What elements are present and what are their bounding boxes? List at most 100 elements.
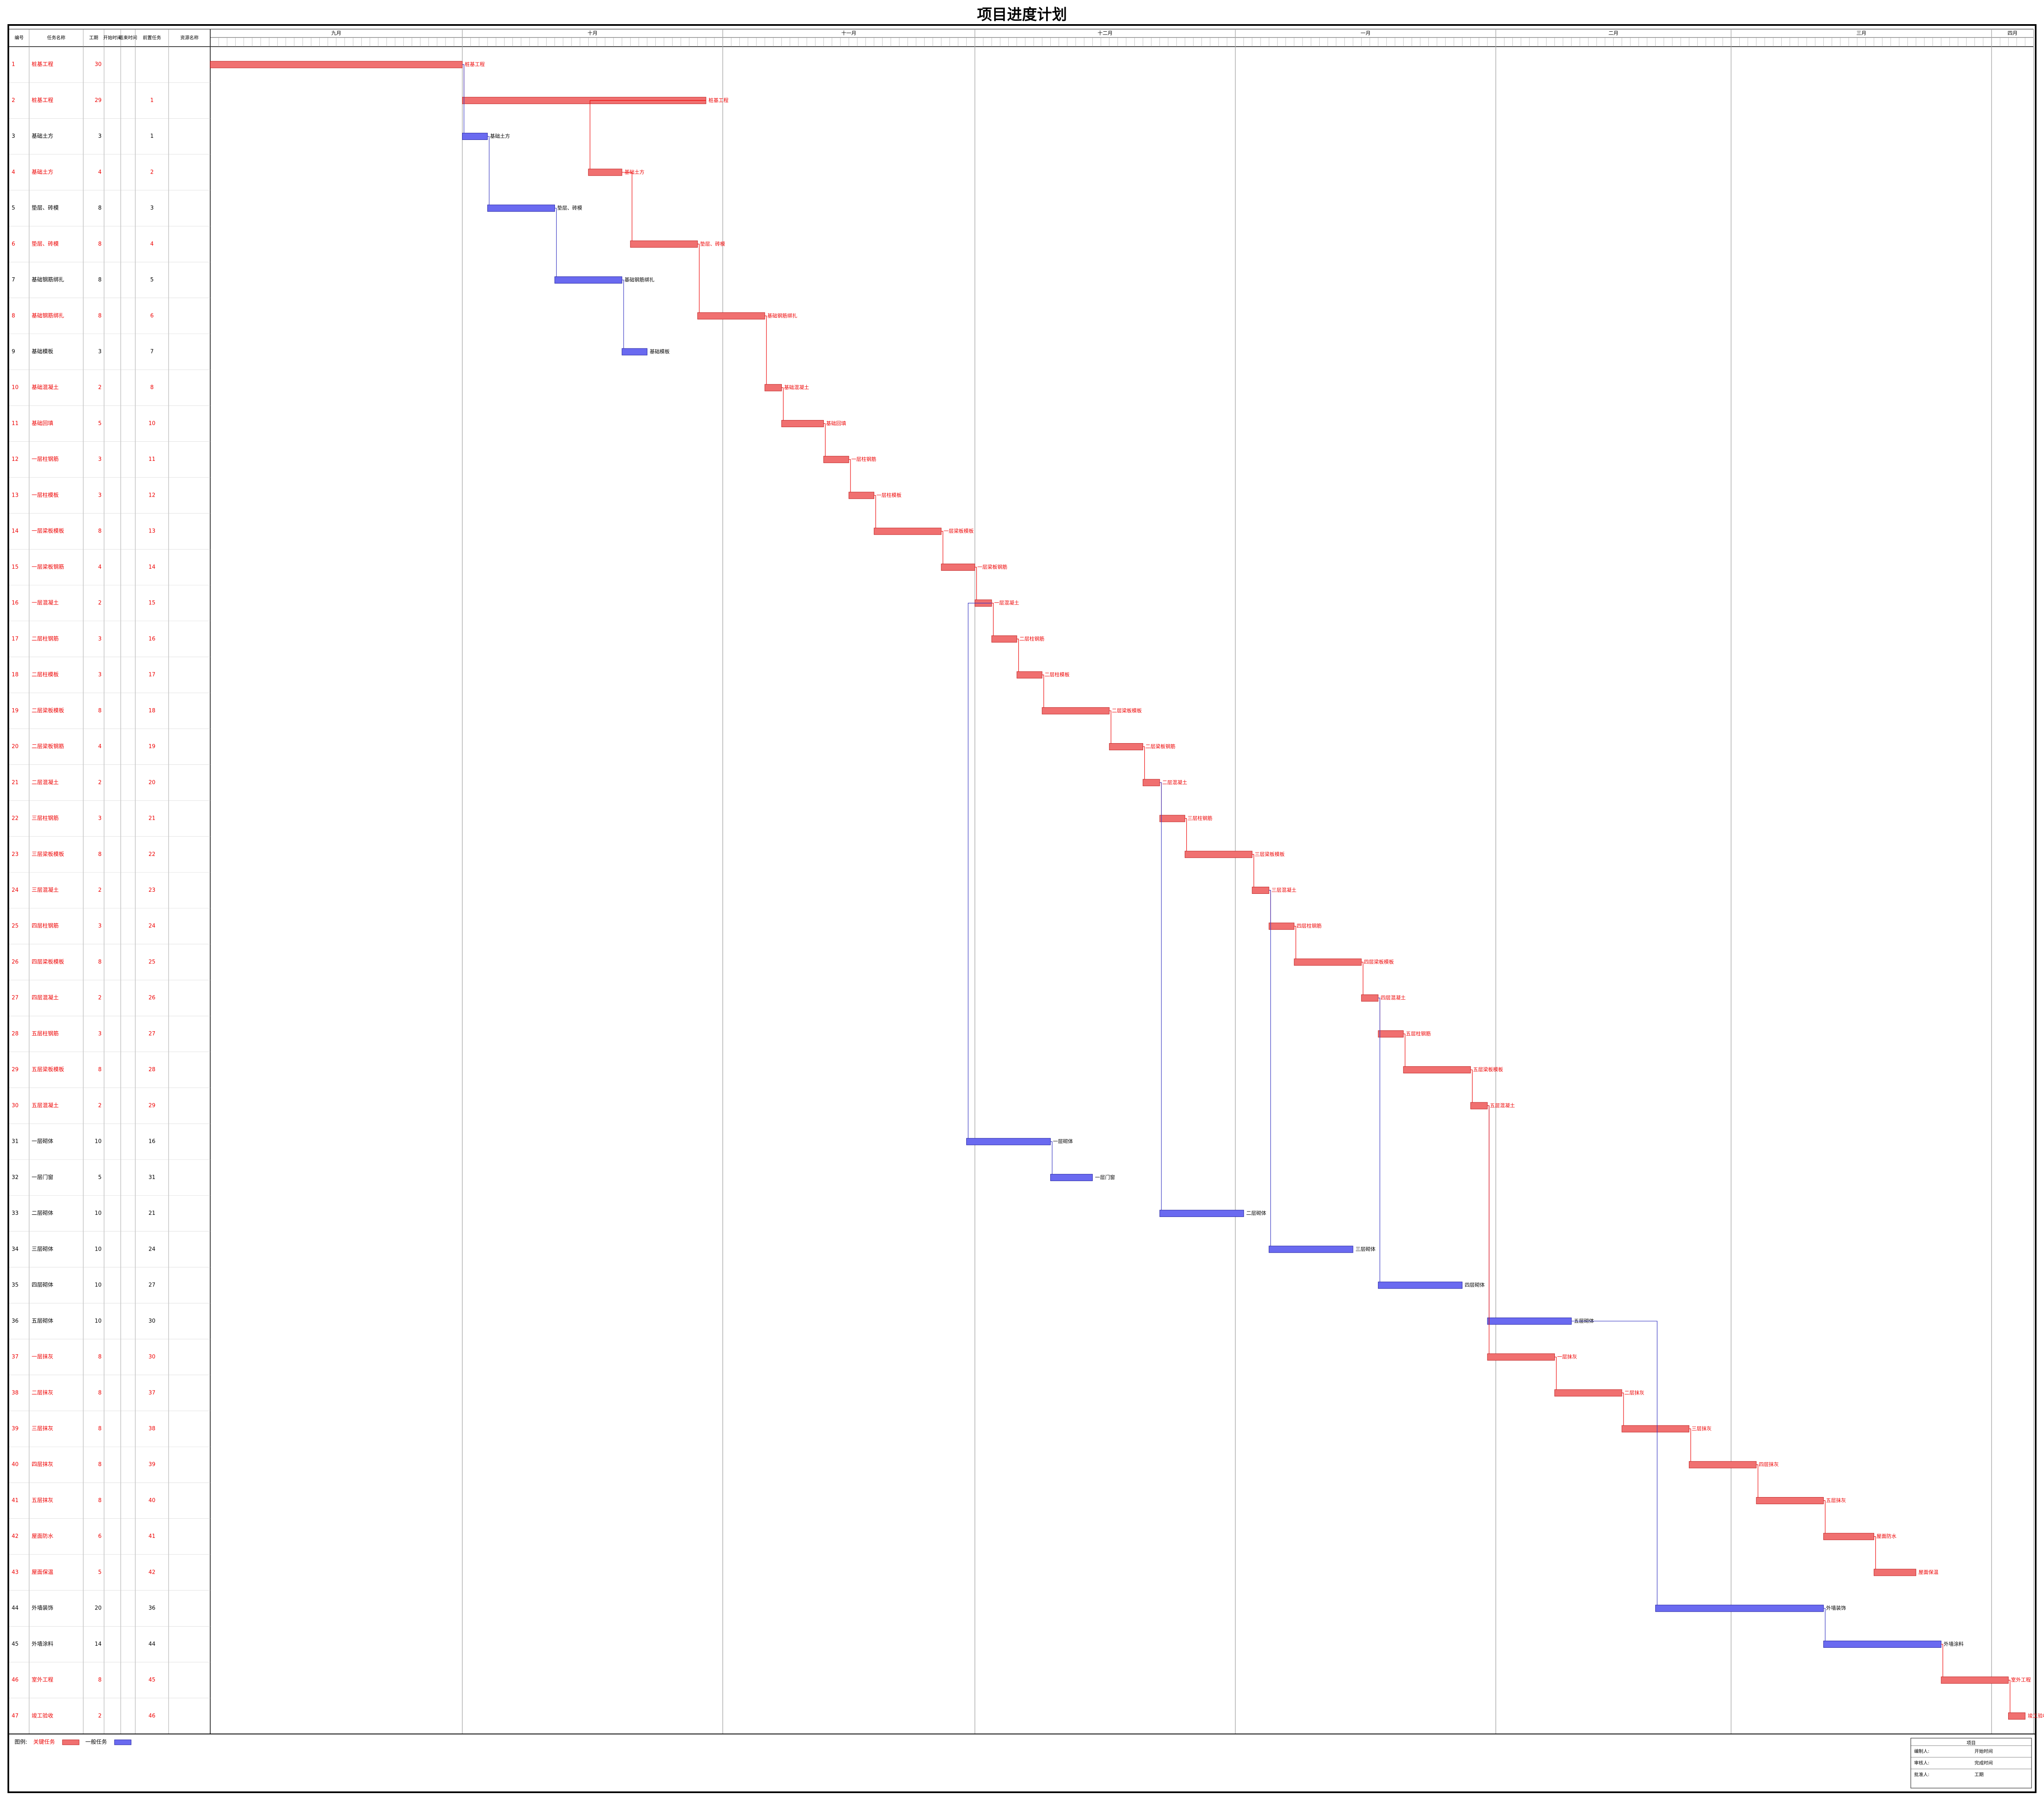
- link: [1269, 890, 1271, 1246]
- link: [2008, 1680, 2011, 1713]
- month-label: 一月: [1360, 30, 1370, 36]
- task-pred: 11: [149, 456, 156, 463]
- task-pred: 37: [149, 1390, 156, 1396]
- link: [874, 495, 876, 528]
- bar-label: 垫层、砖模: [700, 241, 725, 247]
- task-bar: [1159, 1210, 1244, 1217]
- task-name: 二层梁板模板: [32, 708, 64, 714]
- task-bar: [1268, 1246, 1353, 1253]
- task-name: 一层柱钢筋: [32, 456, 59, 463]
- task-pred: 24: [149, 923, 156, 929]
- link: [1361, 962, 1363, 995]
- task-duration: 2: [98, 1102, 102, 1109]
- task-id: 12: [12, 456, 19, 463]
- footer-heading: 项目: [1967, 1740, 1976, 1746]
- task-bar: [991, 635, 1017, 643]
- task-duration: 8: [98, 205, 102, 211]
- bar-label: 三层柱钢筋: [1187, 815, 1212, 821]
- task-name: 二层砌体: [32, 1210, 53, 1216]
- bar-label: 一层砌体: [1053, 1139, 1073, 1144]
- bar-label: 二层抹灰: [1624, 1390, 1644, 1396]
- link: [781, 387, 784, 420]
- month-label: 十一月: [841, 30, 856, 36]
- task-duration: 20: [94, 1605, 102, 1612]
- title: 项目进度计划: [977, 6, 1067, 23]
- bar-label: 四层梁板模板: [1364, 958, 1394, 965]
- task-duration: 8: [98, 1067, 102, 1073]
- bar-label: 基础混凝土: [784, 384, 809, 391]
- task-bar: [1756, 1497, 1824, 1504]
- link: [555, 208, 557, 277]
- task-duration: 14: [94, 1641, 102, 1647]
- task-id: 5: [12, 205, 15, 211]
- month-label: 二月: [1609, 30, 1619, 36]
- task-duration: 30: [94, 62, 102, 68]
- task-name: 垫层、砖模: [32, 241, 59, 247]
- task-duration: 8: [98, 277, 102, 283]
- task-name: 基础土方: [32, 169, 53, 175]
- column-header: 工期: [89, 35, 98, 40]
- task-duration: 5: [98, 1174, 102, 1181]
- bar-label: 五层柱钢筋: [1406, 1030, 1431, 1037]
- link: [1756, 1464, 1758, 1498]
- bar-label: 基础模板: [650, 348, 670, 354]
- bar-label: 一层门窗: [1095, 1174, 1115, 1180]
- task-id: 41: [12, 1498, 19, 1504]
- task-bar: [1941, 1677, 2009, 1684]
- task-duration: 2: [98, 1713, 102, 1719]
- bar-label: 室外工程: [2011, 1677, 2031, 1683]
- link: [622, 279, 624, 348]
- bar-label: 五层混凝土: [1490, 1102, 1515, 1108]
- task-id: 21: [12, 779, 19, 786]
- task-bar: [1487, 1353, 1555, 1361]
- task-pred: 10: [149, 420, 156, 427]
- task-duration: 10: [94, 1318, 102, 1324]
- task-pred: 36: [149, 1605, 156, 1612]
- task-duration: 8: [98, 959, 102, 965]
- task-name: 四层抹灰: [32, 1462, 53, 1468]
- task-pred: 31: [149, 1174, 156, 1181]
- task-pred: 44: [149, 1641, 156, 1647]
- task-id: 39: [12, 1426, 19, 1432]
- link: [697, 244, 700, 313]
- task-pred: 27: [149, 1282, 156, 1289]
- task-id: 9: [12, 348, 15, 355]
- task-id: 31: [12, 1139, 19, 1145]
- task-name: 一层门窗: [32, 1174, 53, 1181]
- task-bar: [1159, 815, 1185, 822]
- task-id: 2: [12, 97, 15, 104]
- task-bar: [1403, 1066, 1471, 1074]
- task-name: 基础钢筋绑扎: [32, 276, 64, 283]
- task-pred: 1: [150, 97, 154, 104]
- task-pred: 5: [150, 277, 154, 283]
- bar-label: 四层柱钢筋: [1297, 923, 1322, 929]
- task-name: 一层柱模板: [32, 492, 59, 498]
- task-pred: 25: [149, 959, 156, 965]
- bar-label: 一层混凝土: [994, 600, 1019, 606]
- task-bar: [848, 492, 875, 499]
- task-duration: 8: [98, 851, 102, 858]
- link: [1185, 818, 1187, 851]
- bar-label: 三层抹灰: [1691, 1426, 1711, 1432]
- task-bar: [1252, 887, 1269, 894]
- task-pred: 15: [149, 600, 156, 606]
- month-label: 十二月: [1098, 30, 1113, 36]
- task-name: 垫层、砖模: [32, 205, 59, 211]
- task-pred: 24: [149, 1246, 156, 1252]
- task-duration: 4: [98, 744, 102, 750]
- task-duration: 8: [98, 708, 102, 714]
- task-bar: [1361, 994, 1379, 1002]
- task-name: 屋面保温: [32, 1569, 53, 1575]
- bar-label: 二层柱模板: [1044, 672, 1069, 678]
- task-name: 三层柱钢筋: [32, 815, 59, 822]
- task-duration: 8: [98, 1462, 102, 1468]
- bar-label: 四层砌体: [1465, 1282, 1485, 1288]
- task-duration: 8: [98, 241, 102, 247]
- task-pred: 18: [149, 708, 156, 714]
- column-header: 结束时间: [119, 35, 137, 40]
- task-pred: 30: [149, 1354, 156, 1360]
- task-duration: 3: [98, 923, 102, 929]
- task-id: 18: [12, 672, 19, 678]
- link: [765, 316, 767, 385]
- task-pred: 41: [149, 1533, 156, 1540]
